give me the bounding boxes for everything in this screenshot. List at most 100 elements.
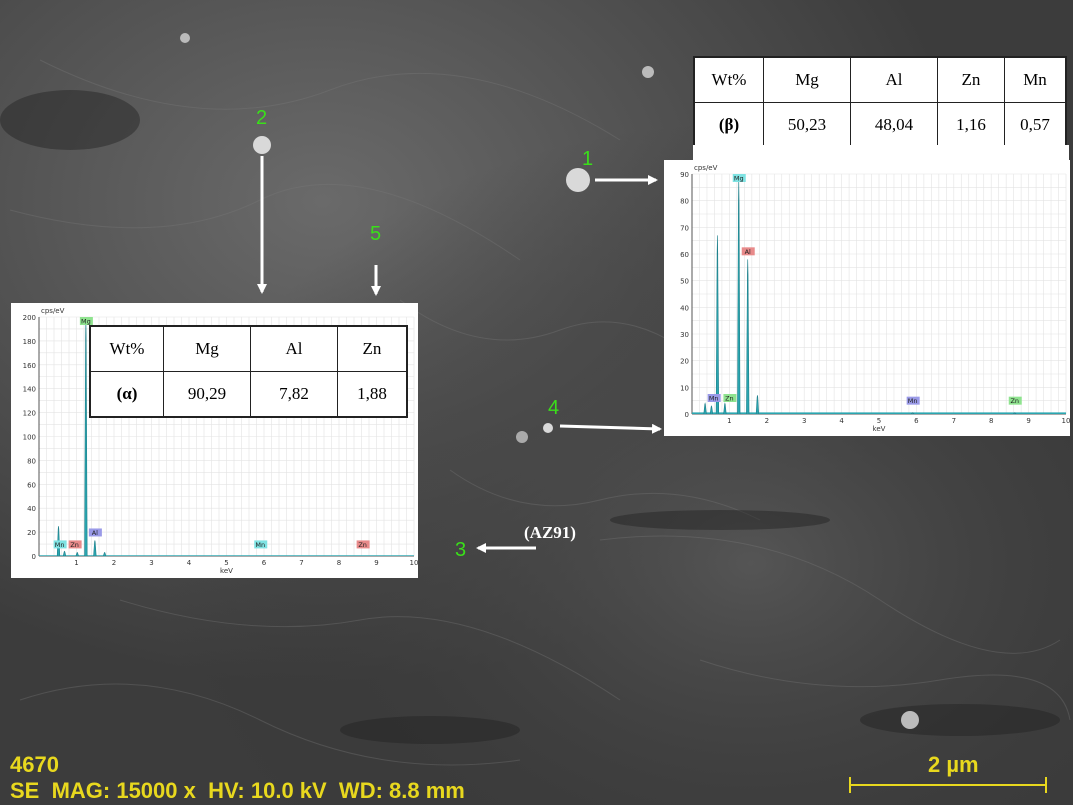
spec1-ytick-label: 80 xyxy=(680,198,689,206)
alpha-header-zn: Zn xyxy=(337,326,407,372)
spec2-element-label: Zn xyxy=(358,541,367,549)
spec2-element-label: Mg xyxy=(81,318,91,326)
spec2-ytick-label: 40 xyxy=(27,505,36,513)
spec1-xtick-label: 8 xyxy=(989,417,993,425)
spec2-ytick-label: 0 xyxy=(32,553,36,561)
alpha-header-al: Al xyxy=(250,326,338,372)
spec1-peak xyxy=(715,235,720,415)
spec1-ytick-label: 0 xyxy=(685,411,689,419)
beta-row-zn: 1,16 xyxy=(937,102,1005,148)
alpha-composition-table: Wt% Mg Al Zn (α) 90,29 7,82 1,88 xyxy=(89,325,408,418)
spec1-ytick-label: 50 xyxy=(680,278,689,286)
spec1-xlabel: keV xyxy=(873,425,886,433)
point-label-5: 5 xyxy=(370,223,381,245)
point-label-2: 2 xyxy=(256,107,267,129)
spec1-ylabel: cps/eV xyxy=(694,164,718,172)
alpha-row-al: 7,82 xyxy=(250,371,338,417)
spec2-peak xyxy=(93,540,97,557)
spec2-element-tag xyxy=(356,540,370,549)
spec2-xtick-label: 9 xyxy=(374,559,378,567)
spec1-xtick-label: 4 xyxy=(839,417,844,425)
spec1-element-tag xyxy=(723,394,737,402)
spec1-element-label: Mn xyxy=(709,395,719,403)
spec2-ytick-label: 20 xyxy=(27,529,36,537)
spec2-xtick-label: 10 xyxy=(410,559,418,567)
spec2-element-label: Al xyxy=(92,529,98,537)
spec1-peak xyxy=(755,395,760,415)
spec1-ytick-label: 10 xyxy=(680,384,689,392)
sem-info-bar: SE MAG: 15000 x HV: 10.0 kV WD: 8.8 mm xyxy=(10,778,465,803)
beta-header-al: Al xyxy=(850,57,938,103)
spec1-ytick-label: 30 xyxy=(680,331,689,339)
spec1-xtick-label: 2 xyxy=(765,417,769,425)
alpha-header-mg: Mg xyxy=(163,326,251,372)
spec1-peak xyxy=(910,412,915,415)
spec1-element-label: Mn xyxy=(908,397,918,405)
spec2-baseline xyxy=(39,555,414,556)
spec2-peak xyxy=(102,551,107,557)
spec1-peak xyxy=(737,179,741,415)
point-label-1: 1 xyxy=(582,148,593,170)
beta-row-mg: 50,23 xyxy=(763,102,851,148)
spec1-element-label: Mg xyxy=(734,175,744,183)
spec2-ytick-label: 160 xyxy=(23,362,36,370)
spec2-xtick-label: 5 xyxy=(224,559,228,567)
spec1-element-tag xyxy=(707,394,721,402)
alpha-row-zn: 1,88 xyxy=(337,371,407,417)
beta-header-zn: Zn xyxy=(937,57,1005,103)
spec1-xtick-label: 5 xyxy=(877,417,881,425)
spec2-element-tag xyxy=(68,540,82,549)
spec2-ylabel: cps/eV xyxy=(41,307,65,315)
beta-header-mn: Mn xyxy=(1004,57,1066,103)
spec2-xtick-label: 7 xyxy=(299,559,303,567)
alpha-header-wt: Wt% xyxy=(90,326,164,372)
spec1-xtick-label: 3 xyxy=(802,417,806,425)
spec1-xtick-label: 1 xyxy=(727,417,731,425)
spec2-ytick-label: 80 xyxy=(27,457,36,465)
spec2-ytick-label: 60 xyxy=(27,481,36,489)
spec2-ytick-label: 200 xyxy=(23,314,36,322)
spec2-xtick-label: 8 xyxy=(337,559,341,567)
beta-header-mg: Mg xyxy=(763,57,851,103)
beta-composition-table: Wt% Mg Al Zn Mn (β) 50,23 48,04 1,16 0,5… xyxy=(693,56,1067,149)
spec1-element-tag xyxy=(1008,396,1022,405)
spec2-peak xyxy=(62,550,67,557)
spec2-ytick-label: 140 xyxy=(23,386,36,394)
spec2-xtick-label: 2 xyxy=(112,559,116,567)
image-id: 4670 xyxy=(10,752,59,777)
spec1-element-label: Zn xyxy=(1010,397,1019,405)
arrow-point-4 xyxy=(559,423,662,434)
spec2-element-tag xyxy=(254,540,268,549)
spec1-grid xyxy=(691,173,1067,415)
spec2-element-label: Mn xyxy=(255,541,265,549)
spec1-peak xyxy=(1012,412,1017,415)
scale-bar-label: 2 µm xyxy=(928,752,979,777)
spec2-element-tag xyxy=(79,317,93,325)
spec1-xtick-label: 7 xyxy=(952,417,956,425)
beta-row-mn: 0,57 xyxy=(1004,102,1066,148)
spec1-xtick-label: 9 xyxy=(1026,417,1030,425)
spec2-element-tag xyxy=(88,528,102,537)
beta-row-al: 48,04 xyxy=(850,102,938,148)
spec2-peak xyxy=(75,551,79,557)
table-spacer xyxy=(693,145,1069,160)
spec1-element-tag xyxy=(732,174,746,182)
spec2-element-tag xyxy=(53,540,67,549)
spec2-xlabel: keV xyxy=(220,567,233,575)
spec1-element-label: Zn xyxy=(725,395,734,403)
spec2-element-label: Mn xyxy=(55,541,65,549)
spec2-ytick-label: 100 xyxy=(23,434,36,442)
beta-header-wt: Wt% xyxy=(694,57,764,103)
beta-row-phase: (β) xyxy=(694,102,764,148)
spec1-element-tag xyxy=(741,247,755,256)
spec2-ytick-label: 120 xyxy=(23,410,36,418)
point-label-3: 3 xyxy=(455,539,466,561)
spec1-baseline xyxy=(692,412,1066,414)
phase-label: (AZ91) xyxy=(524,523,576,542)
spec1-ytick-label: 70 xyxy=(680,224,689,232)
spec1-ytick-label: 40 xyxy=(680,304,689,312)
spec1-peak xyxy=(709,405,714,415)
spec1-ytick-label: 60 xyxy=(680,251,689,259)
spec2-element-label: Zn xyxy=(70,541,79,549)
spec2-peak xyxy=(84,316,88,557)
